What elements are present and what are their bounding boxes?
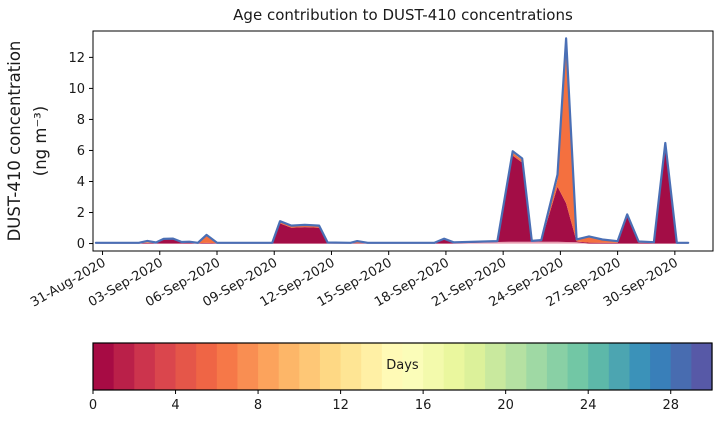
- chart-title: Age contribution to DUST-410 concentrati…: [233, 6, 573, 24]
- colorbar-band: [691, 343, 713, 390]
- colorbar-band: [340, 343, 362, 390]
- plot-frame: [92, 30, 714, 252]
- colorbar-band: [629, 343, 651, 390]
- y-axis-label-line1: DUST-410 concentration: [5, 40, 24, 242]
- colorbar-band: [299, 343, 321, 390]
- y-tick-label: 8: [77, 113, 85, 128]
- colorbar-band: [134, 343, 156, 390]
- y-axis-label: DUST-410 concentration (ng m⁻³): [0, 0, 56, 282]
- area-layer-0: [95, 241, 689, 244]
- y-tick-label: 10: [68, 82, 85, 97]
- colorbar-tick-label: 24: [580, 398, 597, 413]
- colorbar-tick-label: 4: [171, 398, 179, 413]
- y-tick-label: 6: [77, 144, 85, 159]
- area-layer-1: [95, 147, 689, 244]
- colorbar-band: [423, 343, 445, 390]
- colorbar-tick-label: 28: [662, 398, 679, 413]
- colorbar-tick-label: 0: [89, 398, 97, 413]
- colorbar-band: [154, 343, 177, 390]
- colorbar-band: [216, 343, 239, 390]
- colorbar-tick-label: 16: [415, 398, 432, 413]
- colorbar-band: [258, 343, 280, 390]
- colorbar-tick-label: 12: [332, 398, 349, 413]
- area-layer-2: [95, 45, 689, 244]
- area-layer-3: [95, 38, 689, 243]
- colorbar-tick-label: 20: [497, 398, 514, 413]
- colorbar-band: [505, 343, 527, 390]
- y-tick-label: 0: [77, 237, 85, 252]
- colorbar-frame: [92, 342, 713, 391]
- y-axis-label-line2: (ng m⁻³): [31, 105, 50, 177]
- colorbar-band: [381, 343, 404, 390]
- y-tick-label: 12: [68, 51, 85, 66]
- colorbar-band: [485, 343, 507, 390]
- colorbar-label: Days: [386, 358, 419, 373]
- colorbar-band: [93, 343, 115, 390]
- y-tick-label: 4: [77, 175, 85, 190]
- colorbar-band: [361, 343, 383, 390]
- colorbar-band: [608, 343, 631, 390]
- colorbar-band: [196, 343, 218, 390]
- colorbar-band: [319, 343, 342, 390]
- colorbar-band: [237, 343, 259, 390]
- colorbar-band: [443, 343, 465, 390]
- colorbar-band: [588, 343, 610, 390]
- colorbar-band: [175, 343, 197, 390]
- colorbar-band: [526, 343, 548, 390]
- colorbar-band: [650, 343, 672, 390]
- y-tick-label: 2: [77, 206, 85, 221]
- colorbar-band: [402, 343, 424, 390]
- colorbar-band: [278, 343, 300, 390]
- total-line: [94, 37, 690, 244]
- colorbar-band: [670, 343, 692, 390]
- colorbar-band: [113, 343, 135, 390]
- colorbar-band: [567, 343, 589, 390]
- colorbar-tick-label: 8: [254, 398, 262, 413]
- colorbar-band: [464, 343, 486, 390]
- colorbar-band: [546, 343, 569, 390]
